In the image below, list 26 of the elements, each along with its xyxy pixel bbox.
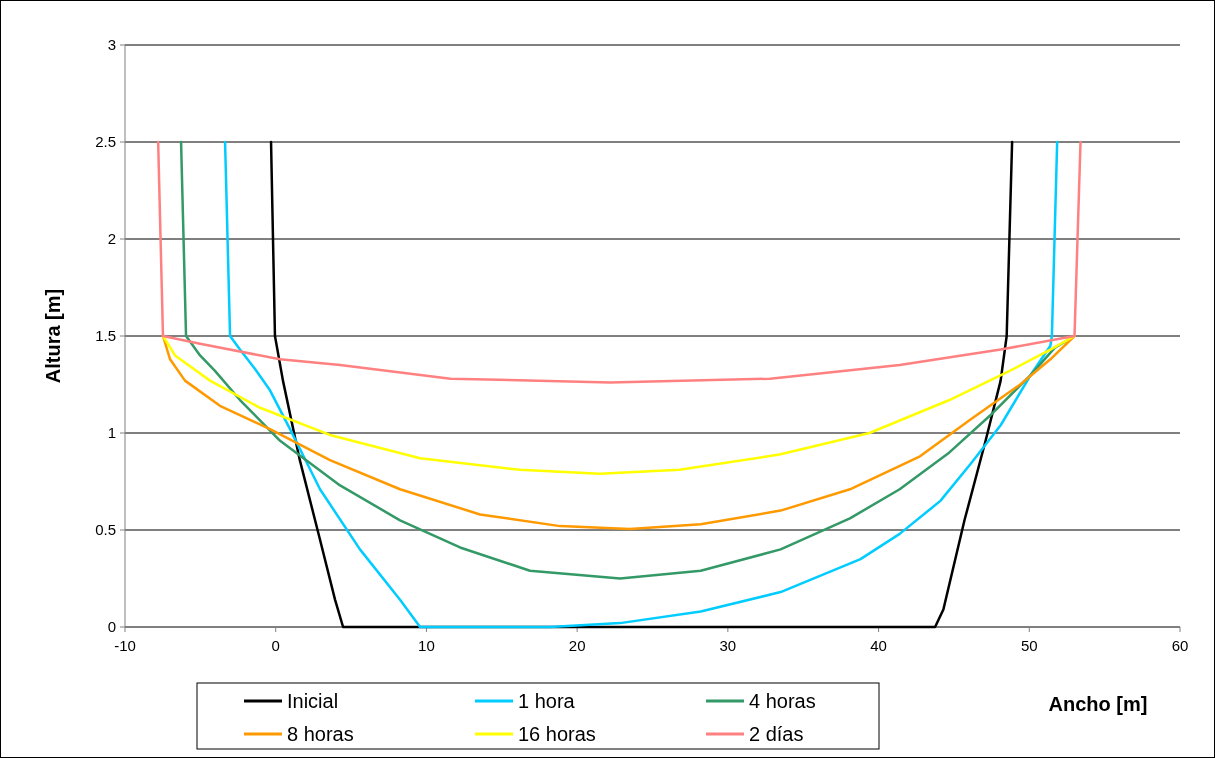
y-tick-label: 2 (107, 230, 116, 248)
y-tick-label: 1 (107, 424, 116, 442)
legend-label: Inicial (287, 690, 339, 712)
x-axis-title: Ancho [m] (1048, 693, 1148, 715)
x-tick-label: 10 (418, 637, 435, 654)
x-tick-label: 0 (271, 637, 280, 654)
legend-label: 8 horas (287, 723, 354, 745)
y-tick-label: 0 (107, 618, 116, 636)
x-tick-label: 50 (1020, 637, 1038, 654)
x-tick-label: 30 (719, 637, 737, 654)
legend-label: 4 horas (749, 690, 816, 712)
y-tick-label: 3 (107, 36, 116, 54)
x-tick-label: -10 (114, 637, 136, 654)
y-tick-label: 2.5 (95, 133, 116, 151)
line-series (156, 140, 1082, 384)
y-tick-label: 1.5 (95, 327, 116, 345)
legend-label: 1 hora (518, 690, 576, 712)
legend-label: 16 horas (518, 723, 596, 745)
line-series (161, 334, 1076, 531)
x-tick-label: 20 (568, 637, 586, 654)
y-axis-title: Altura [m] (42, 288, 64, 384)
legend-label: 2 días (749, 723, 804, 745)
line-series (161, 334, 1076, 475)
x-tick-label: 60 (1171, 637, 1189, 654)
y-tick-label: 0.5 (95, 521, 116, 539)
x-tick-label: 40 (870, 637, 887, 654)
